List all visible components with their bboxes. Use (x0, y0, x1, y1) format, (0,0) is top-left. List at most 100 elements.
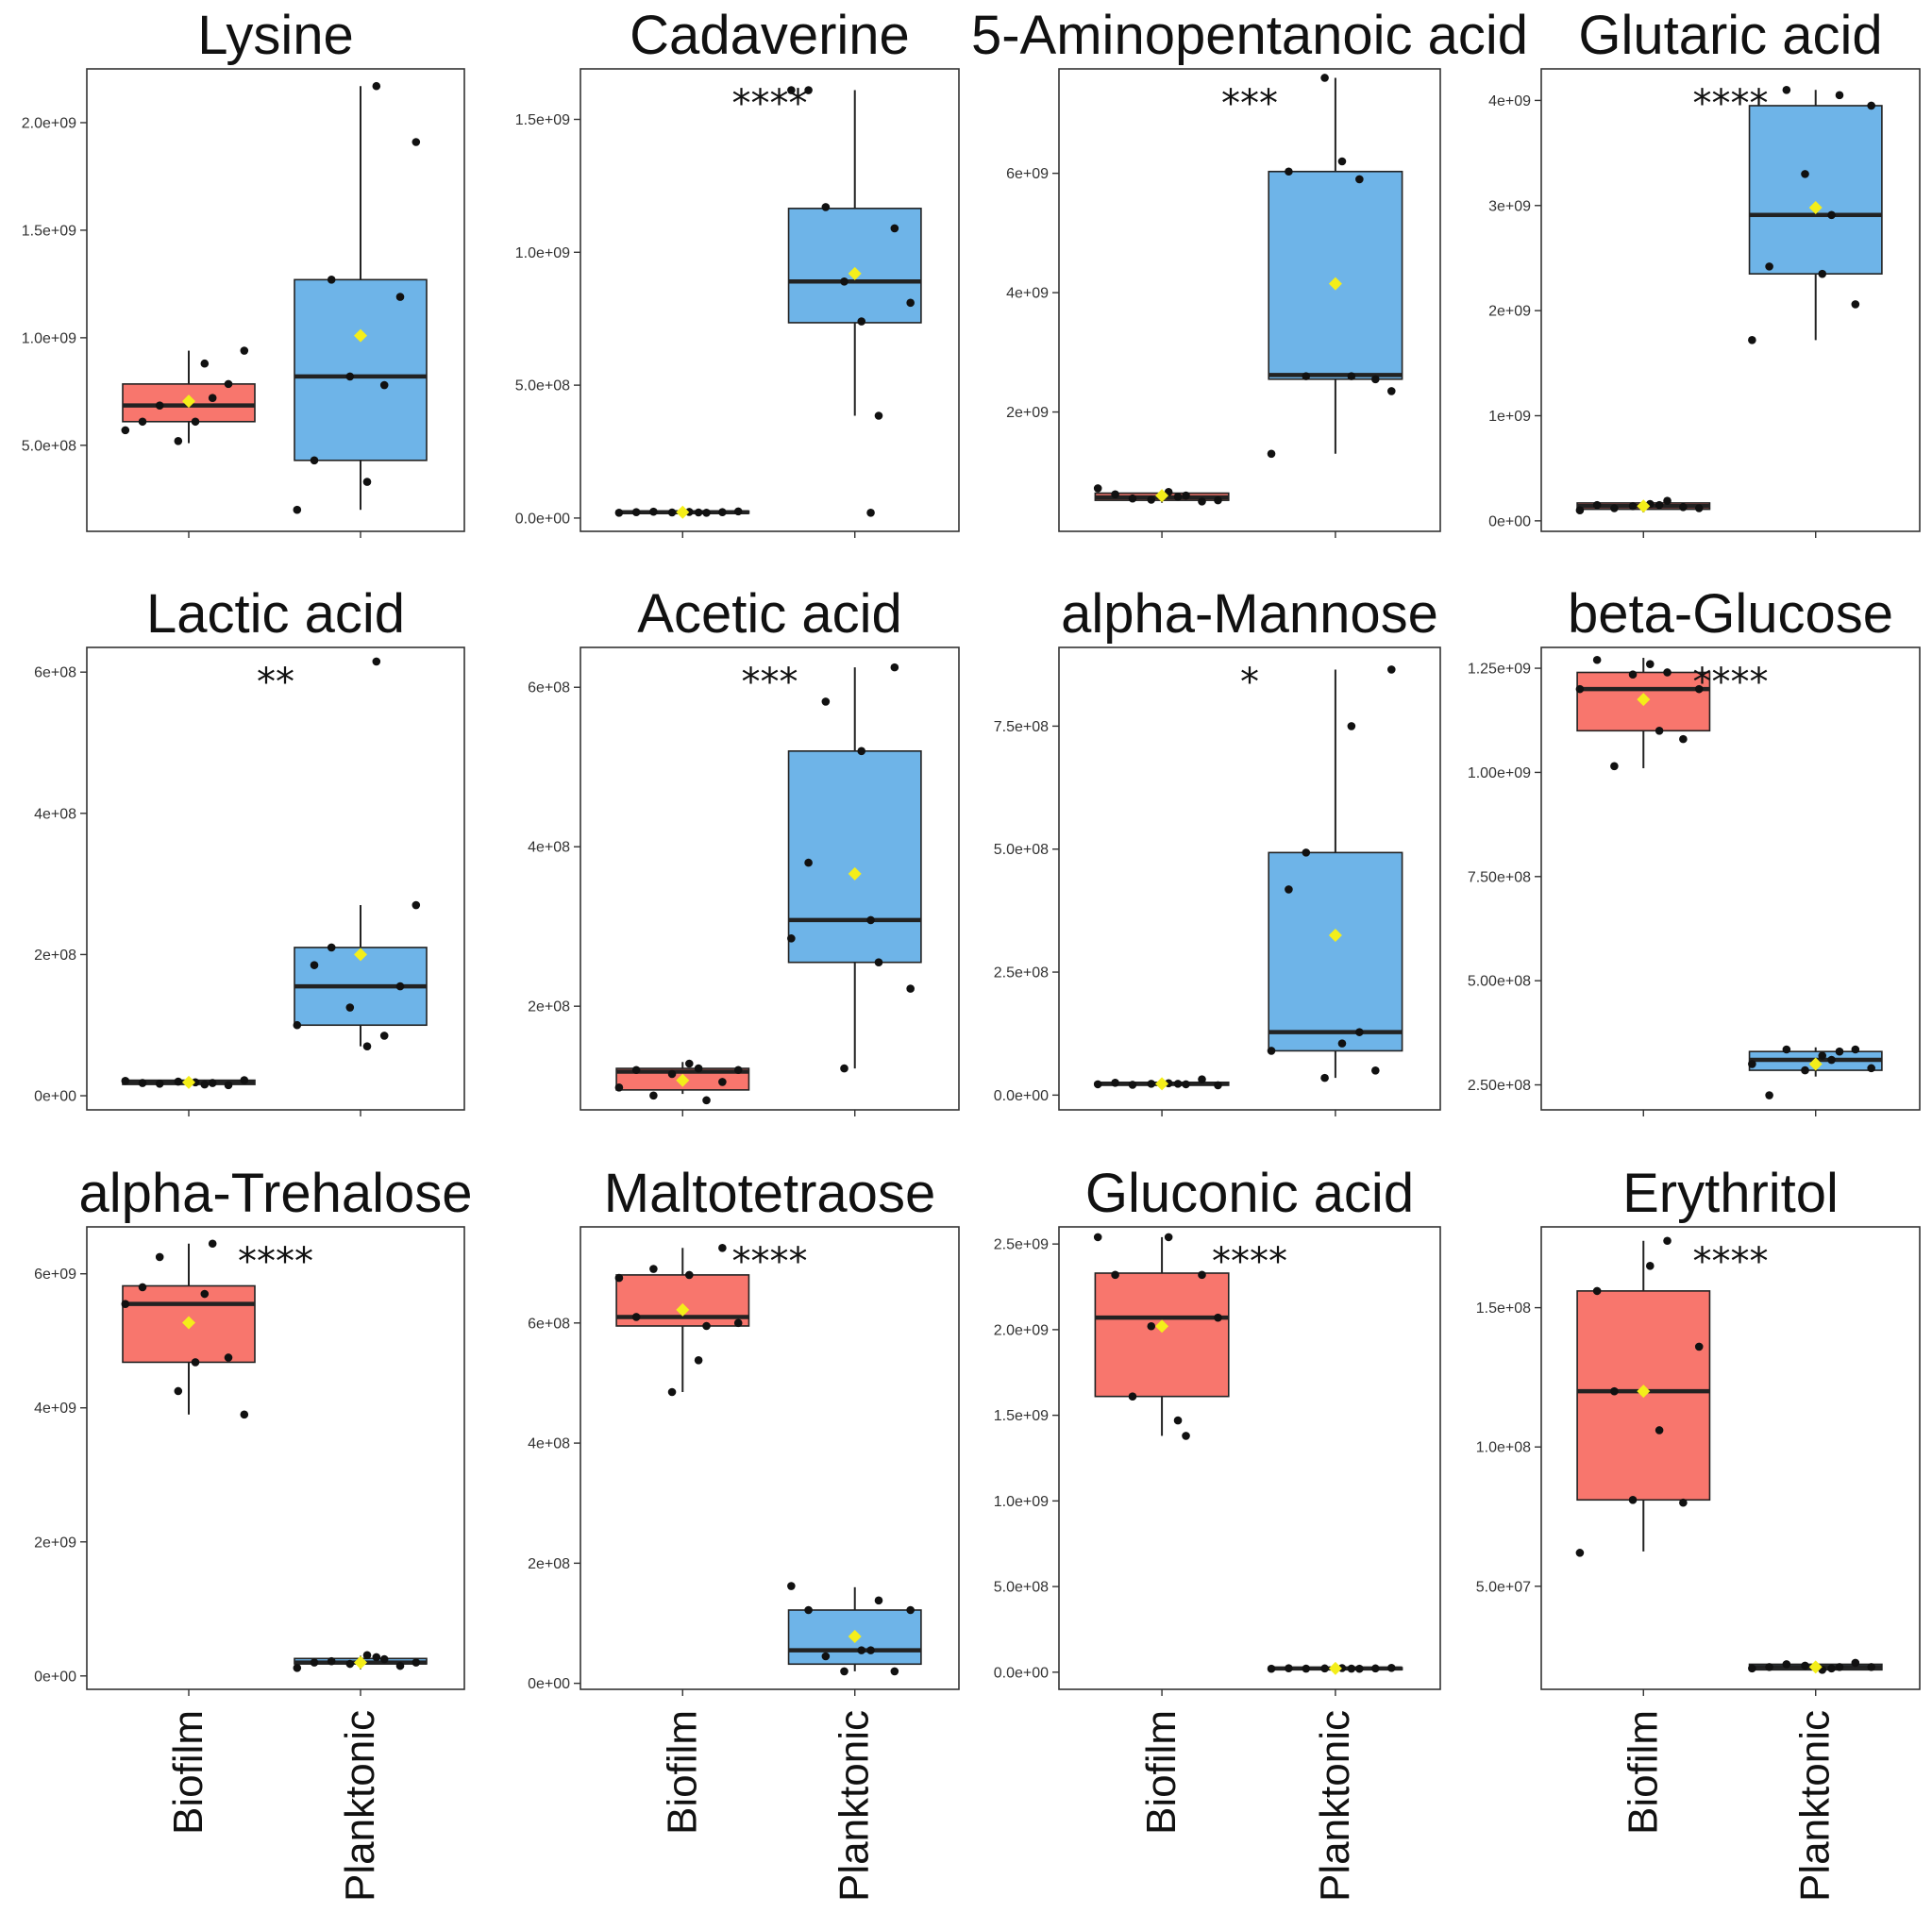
series-biofilm (614, 505, 750, 538)
panel-title: Lactic acid (146, 583, 405, 645)
data-point (1355, 1664, 1364, 1673)
data-point (1610, 504, 1619, 512)
panel-title: 5-Aminopentanoic acid (971, 5, 1528, 66)
y-tick-label: 2e+09 (34, 1535, 76, 1551)
y-tick-label: 6e+08 (528, 1316, 570, 1332)
data-point (327, 1656, 336, 1666)
box (787, 750, 922, 964)
box (1094, 1272, 1230, 1398)
mean-marker (182, 394, 195, 409)
data-point (1867, 101, 1875, 110)
data-point (1575, 1549, 1585, 1557)
data-point (1386, 665, 1396, 674)
panel-10: Gluconic acid 0.0e+00 5.0e+08 1.0e+09 1.5e+0… (994, 1163, 1441, 1902)
y-tick-label: 0.0e+00 (515, 511, 570, 527)
data-point (1302, 372, 1311, 380)
data-point (240, 1410, 249, 1419)
data-point (395, 982, 405, 991)
data-point (191, 417, 200, 427)
data-point (733, 1318, 743, 1328)
series-biofilm: Biofilm (614, 1243, 750, 1835)
x-tick-label: Planktonic (1312, 1710, 1358, 1902)
data-point (787, 86, 796, 94)
data-point (890, 663, 899, 672)
data-point (345, 1003, 355, 1012)
data-point (310, 456, 319, 465)
panel-11: Erythritol 5.0e+07 1.0e+08 1.5e+08 Biofilm Pl… (1476, 1163, 1921, 1902)
data-point (667, 1069, 677, 1079)
data-point (1182, 1080, 1190, 1089)
panel-3: Glutaric acid 0e+00 1e+09 2e+09 3e+09 4e+09 **… (1488, 5, 1921, 538)
data-point (362, 478, 372, 486)
data-point (345, 372, 355, 381)
mean-marker (1328, 928, 1342, 942)
x-tick-label: Planktonic (832, 1710, 878, 1902)
data-point (1827, 1664, 1836, 1673)
data-point (1801, 1661, 1809, 1670)
box (1268, 170, 1403, 380)
data-point (906, 984, 915, 993)
data-point (1628, 1495, 1638, 1504)
data-point (1386, 387, 1396, 395)
mean-marker (848, 1630, 862, 1643)
y-tick-label: 1.5e+09 (515, 112, 570, 128)
data-point (1679, 734, 1688, 744)
data-point (684, 1059, 694, 1068)
panel-9: Maltotetraose 0e+00 2e+08 4e+08 6e+08 Biofilm… (528, 1163, 960, 1902)
mean-marker (1637, 1384, 1651, 1399)
data-point (874, 958, 883, 967)
y-tick-label: 6e+09 (34, 1267, 76, 1283)
panel-1: Cadaverine 0.0e+00 5.0e+08 1.0e+09 1.5e+09 **… (515, 5, 960, 538)
data-point (1818, 269, 1827, 278)
mean-marker (354, 1655, 367, 1670)
data-point (1182, 491, 1190, 500)
data-point (1302, 848, 1311, 857)
series-planktonic (1748, 85, 1883, 538)
significance-label: **** (732, 82, 808, 126)
data-point (804, 858, 813, 867)
data-point (1748, 336, 1756, 344)
data-point (191, 1358, 200, 1367)
data-point (1867, 1663, 1875, 1671)
y-tick-label: 4e+09 (34, 1401, 76, 1417)
series-planktonic: Planktonic (1748, 1658, 1883, 1902)
data-point (138, 1079, 147, 1087)
data-point (1827, 210, 1836, 220)
y-tick-label: 2e+08 (528, 1556, 570, 1572)
data-point (1655, 726, 1664, 735)
data-point (1851, 1045, 1860, 1054)
panel-7: beta-Glucose 2.50e+08 5.00e+08 7.50e+08 1.00… (1468, 583, 1921, 1116)
box (294, 278, 428, 461)
y-tick-label: 4e+09 (1488, 93, 1531, 109)
data-point (174, 1386, 183, 1396)
x-tick-label: Biofilm (165, 1710, 211, 1835)
data-point (1386, 1664, 1396, 1672)
significance-label: **** (732, 1240, 808, 1284)
data-point (694, 1064, 703, 1073)
data-point (702, 1321, 711, 1331)
data-point (200, 359, 210, 368)
data-point (840, 1064, 848, 1073)
data-point (174, 436, 183, 445)
panel-title: Acetic acid (637, 583, 901, 645)
data-point (293, 1663, 302, 1672)
data-point (1818, 1051, 1827, 1060)
data-point (1182, 1432, 1190, 1440)
y-tick-label: 0e+00 (34, 1089, 76, 1105)
data-point (1147, 495, 1156, 504)
data-point (121, 426, 130, 435)
x-tick-label: Biofilm (1620, 1710, 1666, 1835)
data-point (1748, 1060, 1756, 1068)
y-tick-label: 2.5e+08 (994, 965, 1049, 982)
series-planktonic: Planktonic (787, 1582, 922, 1902)
data-point (372, 657, 381, 666)
y-tick-label: 0e+00 (1488, 513, 1531, 529)
x-tick-label: Planktonic (1792, 1710, 1839, 1902)
y-tick-label: 2e+09 (1488, 304, 1531, 320)
data-point (395, 1661, 405, 1670)
panel-5: Acetic acid 2e+08 4e+08 6e+08 *** (528, 583, 960, 1116)
data-point (874, 411, 883, 420)
mean-marker (676, 1073, 690, 1087)
data-point (1355, 1028, 1364, 1036)
data-point (1285, 167, 1293, 176)
